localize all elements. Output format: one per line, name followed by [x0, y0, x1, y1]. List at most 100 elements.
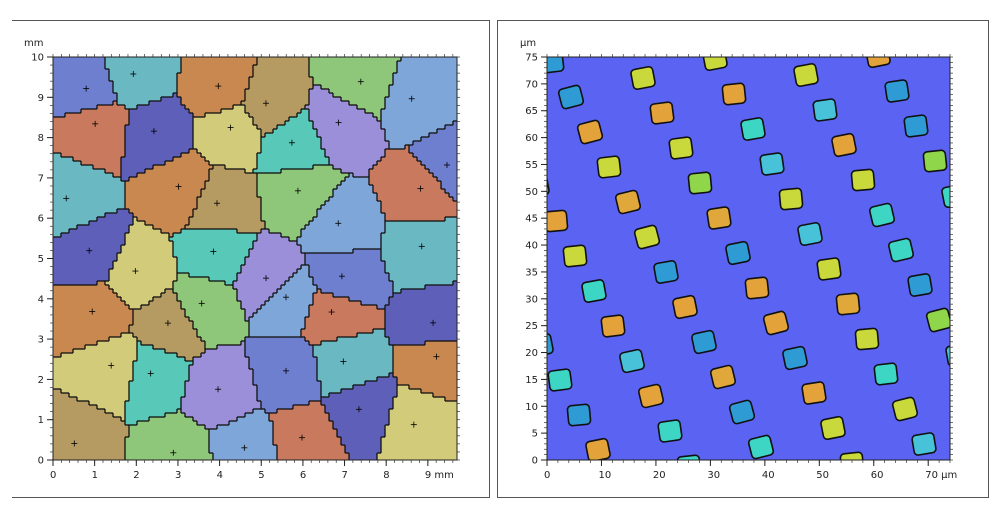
grain-cell: [141, 97, 146, 102]
grain-cell: [401, 61, 406, 66]
grain-cell: [145, 221, 150, 226]
grain-cell: [97, 105, 102, 110]
grain-cell: [421, 205, 426, 210]
grain-cell: [121, 193, 126, 198]
grain-cell: [137, 201, 142, 206]
grain-cell: [85, 233, 90, 238]
grain-cell: [169, 137, 174, 142]
grain-cell: [157, 229, 162, 234]
grain-cell: [305, 173, 310, 178]
grain-cell: [357, 141, 362, 146]
grain-cell: [289, 65, 294, 70]
grain-cell: [385, 133, 390, 138]
grain-cell: [185, 245, 190, 250]
grain-cell: [205, 165, 210, 170]
grain-cell: [85, 181, 90, 186]
grain-cell: [425, 141, 430, 146]
grain-cell: [225, 125, 230, 130]
grain-cell: [321, 217, 326, 222]
grain-cell: [141, 73, 146, 78]
grain-cell: [145, 153, 150, 158]
grain-cell: [409, 85, 414, 90]
grain-cell: [137, 101, 142, 106]
grain-cell: [249, 109, 254, 114]
grain-cell: [417, 249, 422, 254]
grain-cell: [417, 145, 422, 150]
grain-cell: [441, 121, 446, 126]
grain-cell: [161, 85, 166, 90]
grain-cell: [325, 129, 330, 134]
grain-cell: [169, 89, 174, 94]
grain-cell: [297, 237, 302, 242]
grain-cell: [325, 153, 330, 158]
grain-cell: [297, 65, 302, 70]
grain-cell: [349, 65, 354, 70]
grain-cell: [317, 113, 322, 118]
grain-cell: [61, 169, 66, 174]
grain-cell: [277, 201, 282, 206]
grain-cell: [205, 221, 210, 226]
grain-cell: [225, 169, 230, 174]
grain-cell: [361, 129, 366, 134]
grain-cell: [305, 249, 310, 254]
grain-cell: [377, 157, 382, 162]
grain-cell: [429, 161, 434, 166]
grain-cell: [301, 97, 306, 102]
grain-cell: [417, 149, 422, 154]
grain-cell: [345, 61, 350, 66]
grain-cell: [193, 193, 198, 198]
grain-cell: [273, 189, 278, 194]
grain-cell: [145, 249, 150, 254]
grain-cell: [177, 149, 182, 154]
grain-cell: [377, 109, 382, 114]
grain-cell: [109, 201, 114, 206]
grain-cell: [257, 249, 262, 254]
grain-cell: [353, 133, 358, 138]
grain-cell: [397, 217, 402, 222]
grain-cell: [233, 249, 238, 254]
grain-cell: [453, 69, 457, 74]
grain-cell: [401, 85, 406, 90]
grain-cell: [293, 65, 298, 70]
grain-cell: [141, 233, 146, 238]
grain-cell: [329, 181, 334, 186]
grain-cell: [437, 241, 442, 246]
grain-cell: [169, 65, 174, 70]
grain-cell: [425, 149, 430, 154]
grain-cell: [429, 249, 434, 254]
grain-cell: [437, 93, 442, 98]
grain-cell: [365, 157, 370, 162]
grain-cell: [445, 73, 450, 78]
grain-cell: [225, 225, 230, 230]
grain-cell: [237, 189, 242, 194]
grain-cell: [449, 93, 454, 98]
grain-cell: [341, 117, 346, 122]
grain-cell: [297, 177, 302, 182]
grain-cell: [121, 145, 126, 150]
grain-cell: [329, 149, 334, 154]
grain-cell: [417, 61, 422, 66]
grain-cell: [205, 193, 210, 198]
grain-cell: [89, 89, 94, 94]
grain-cell: [397, 229, 402, 234]
grain-cell: [185, 213, 190, 218]
grain-cell: [317, 145, 322, 150]
grain-cell: [125, 229, 130, 234]
grain-cell: [253, 81, 258, 86]
grain-cell: [213, 105, 218, 110]
grain-cell: [261, 81, 266, 86]
grain-cell: [201, 193, 206, 198]
grain-cell: [281, 245, 286, 250]
grain-cell: [257, 197, 262, 202]
grain-cell: [425, 249, 430, 254]
grain-cell: [281, 117, 286, 122]
grain-cell: [233, 169, 238, 174]
grain-cell: [209, 221, 214, 226]
grain-cell: [53, 233, 58, 238]
grain-cell: [353, 189, 358, 194]
grain-cell: [201, 201, 206, 206]
grain-cell: [313, 89, 318, 94]
grain-cell: [361, 177, 366, 182]
grain-cell: [445, 197, 450, 202]
grain-cell: [153, 213, 158, 218]
